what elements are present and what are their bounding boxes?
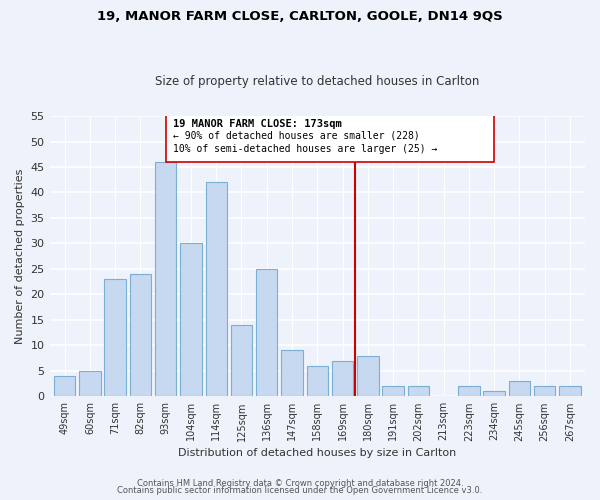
Bar bbox=[534, 386, 556, 396]
Bar bbox=[357, 356, 379, 397]
Title: Size of property relative to detached houses in Carlton: Size of property relative to detached ho… bbox=[155, 76, 479, 88]
Bar bbox=[54, 376, 76, 396]
Bar bbox=[382, 386, 404, 396]
Bar bbox=[484, 391, 505, 396]
Text: ← 90% of detached houses are smaller (228): ← 90% of detached houses are smaller (22… bbox=[173, 130, 420, 140]
Text: 19, MANOR FARM CLOSE, CARLTON, GOOLE, DN14 9QS: 19, MANOR FARM CLOSE, CARLTON, GOOLE, DN… bbox=[97, 10, 503, 23]
Bar bbox=[256, 269, 277, 396]
Text: Contains HM Land Registry data © Crown copyright and database right 2024.: Contains HM Land Registry data © Crown c… bbox=[137, 478, 463, 488]
Bar bbox=[509, 381, 530, 396]
Text: 10% of semi-detached houses are larger (25) →: 10% of semi-detached houses are larger (… bbox=[173, 144, 437, 154]
Bar bbox=[130, 274, 151, 396]
Bar bbox=[180, 244, 202, 396]
Bar bbox=[407, 386, 429, 396]
Bar bbox=[206, 182, 227, 396]
Bar bbox=[332, 360, 353, 396]
Bar bbox=[155, 162, 176, 396]
Bar bbox=[559, 386, 581, 396]
Text: Contains public sector information licensed under the Open Government Licence v3: Contains public sector information licen… bbox=[118, 486, 482, 495]
FancyBboxPatch shape bbox=[166, 114, 494, 162]
Bar bbox=[281, 350, 303, 397]
X-axis label: Distribution of detached houses by size in Carlton: Distribution of detached houses by size … bbox=[178, 448, 457, 458]
Bar bbox=[458, 386, 479, 396]
Bar bbox=[104, 279, 126, 396]
Bar bbox=[307, 366, 328, 396]
Bar bbox=[79, 371, 101, 396]
Bar bbox=[231, 325, 252, 396]
Y-axis label: Number of detached properties: Number of detached properties bbox=[15, 168, 25, 344]
Text: 19 MANOR FARM CLOSE: 173sqm: 19 MANOR FARM CLOSE: 173sqm bbox=[173, 118, 342, 128]
